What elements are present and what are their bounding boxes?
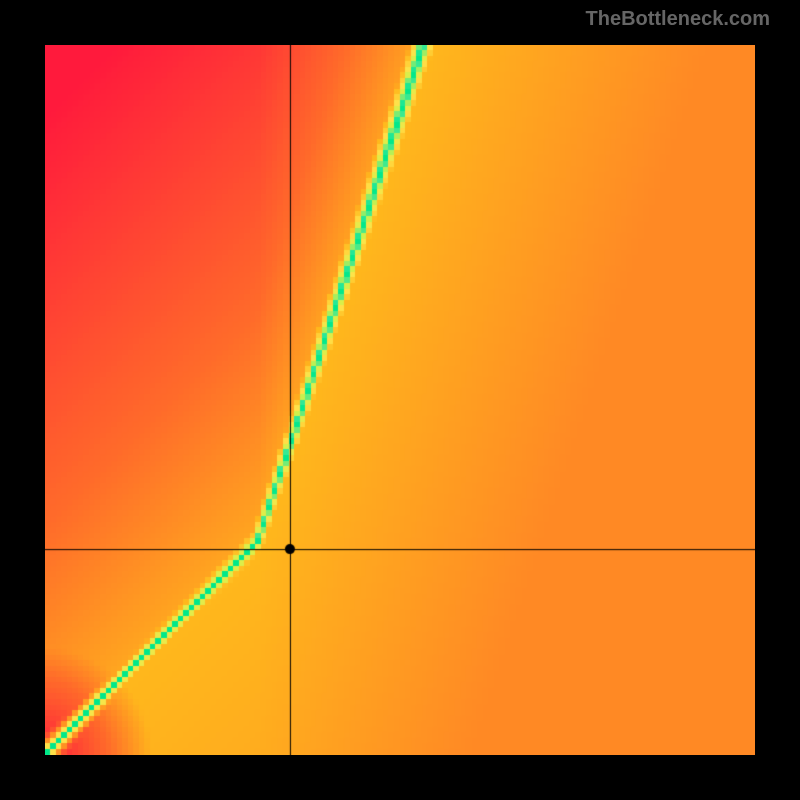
chart-container: TheBottleneck.com (0, 0, 800, 800)
heatmap-canvas (45, 45, 755, 755)
watermark-text: TheBottleneck.com (586, 8, 770, 31)
